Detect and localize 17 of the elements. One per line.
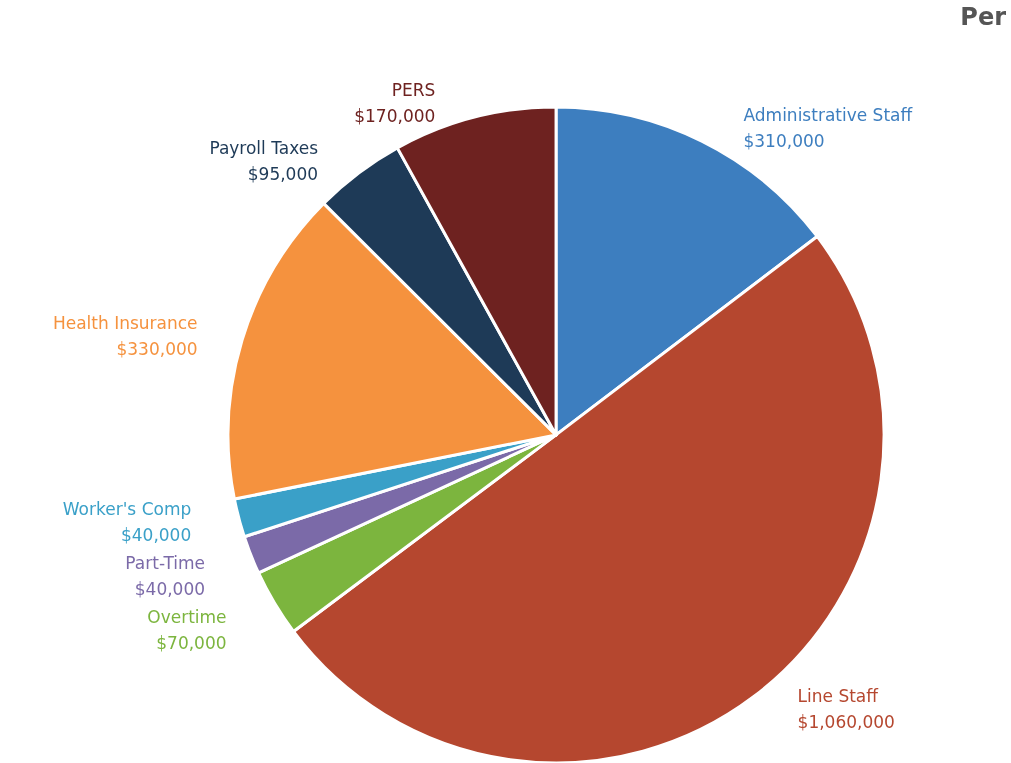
slice-label: Worker's Comp (62, 498, 192, 519)
data-label: $70,000 (156, 632, 227, 653)
data-label: $95,000 (247, 164, 319, 185)
data-label: $330,000 (116, 338, 198, 359)
data-label: $40,000 (120, 524, 192, 545)
slice-label: Payroll Taxes (209, 138, 319, 159)
data-label: $310,000 (743, 130, 825, 151)
data-label: $40,000 (134, 578, 206, 599)
slice-label: Overtime (147, 606, 227, 627)
slice-label: Line Staff (797, 685, 880, 706)
slice-label: Part-Time (125, 552, 206, 573)
data-label: $1,060,000 (797, 711, 895, 732)
data-label: $170,000 (354, 105, 436, 126)
slice-label: PERS (391, 79, 436, 100)
text: Per (960, 3, 1007, 31)
slice-label: Administrative Staff (743, 104, 914, 125)
slice-label: Health Insurance (52, 312, 198, 333)
